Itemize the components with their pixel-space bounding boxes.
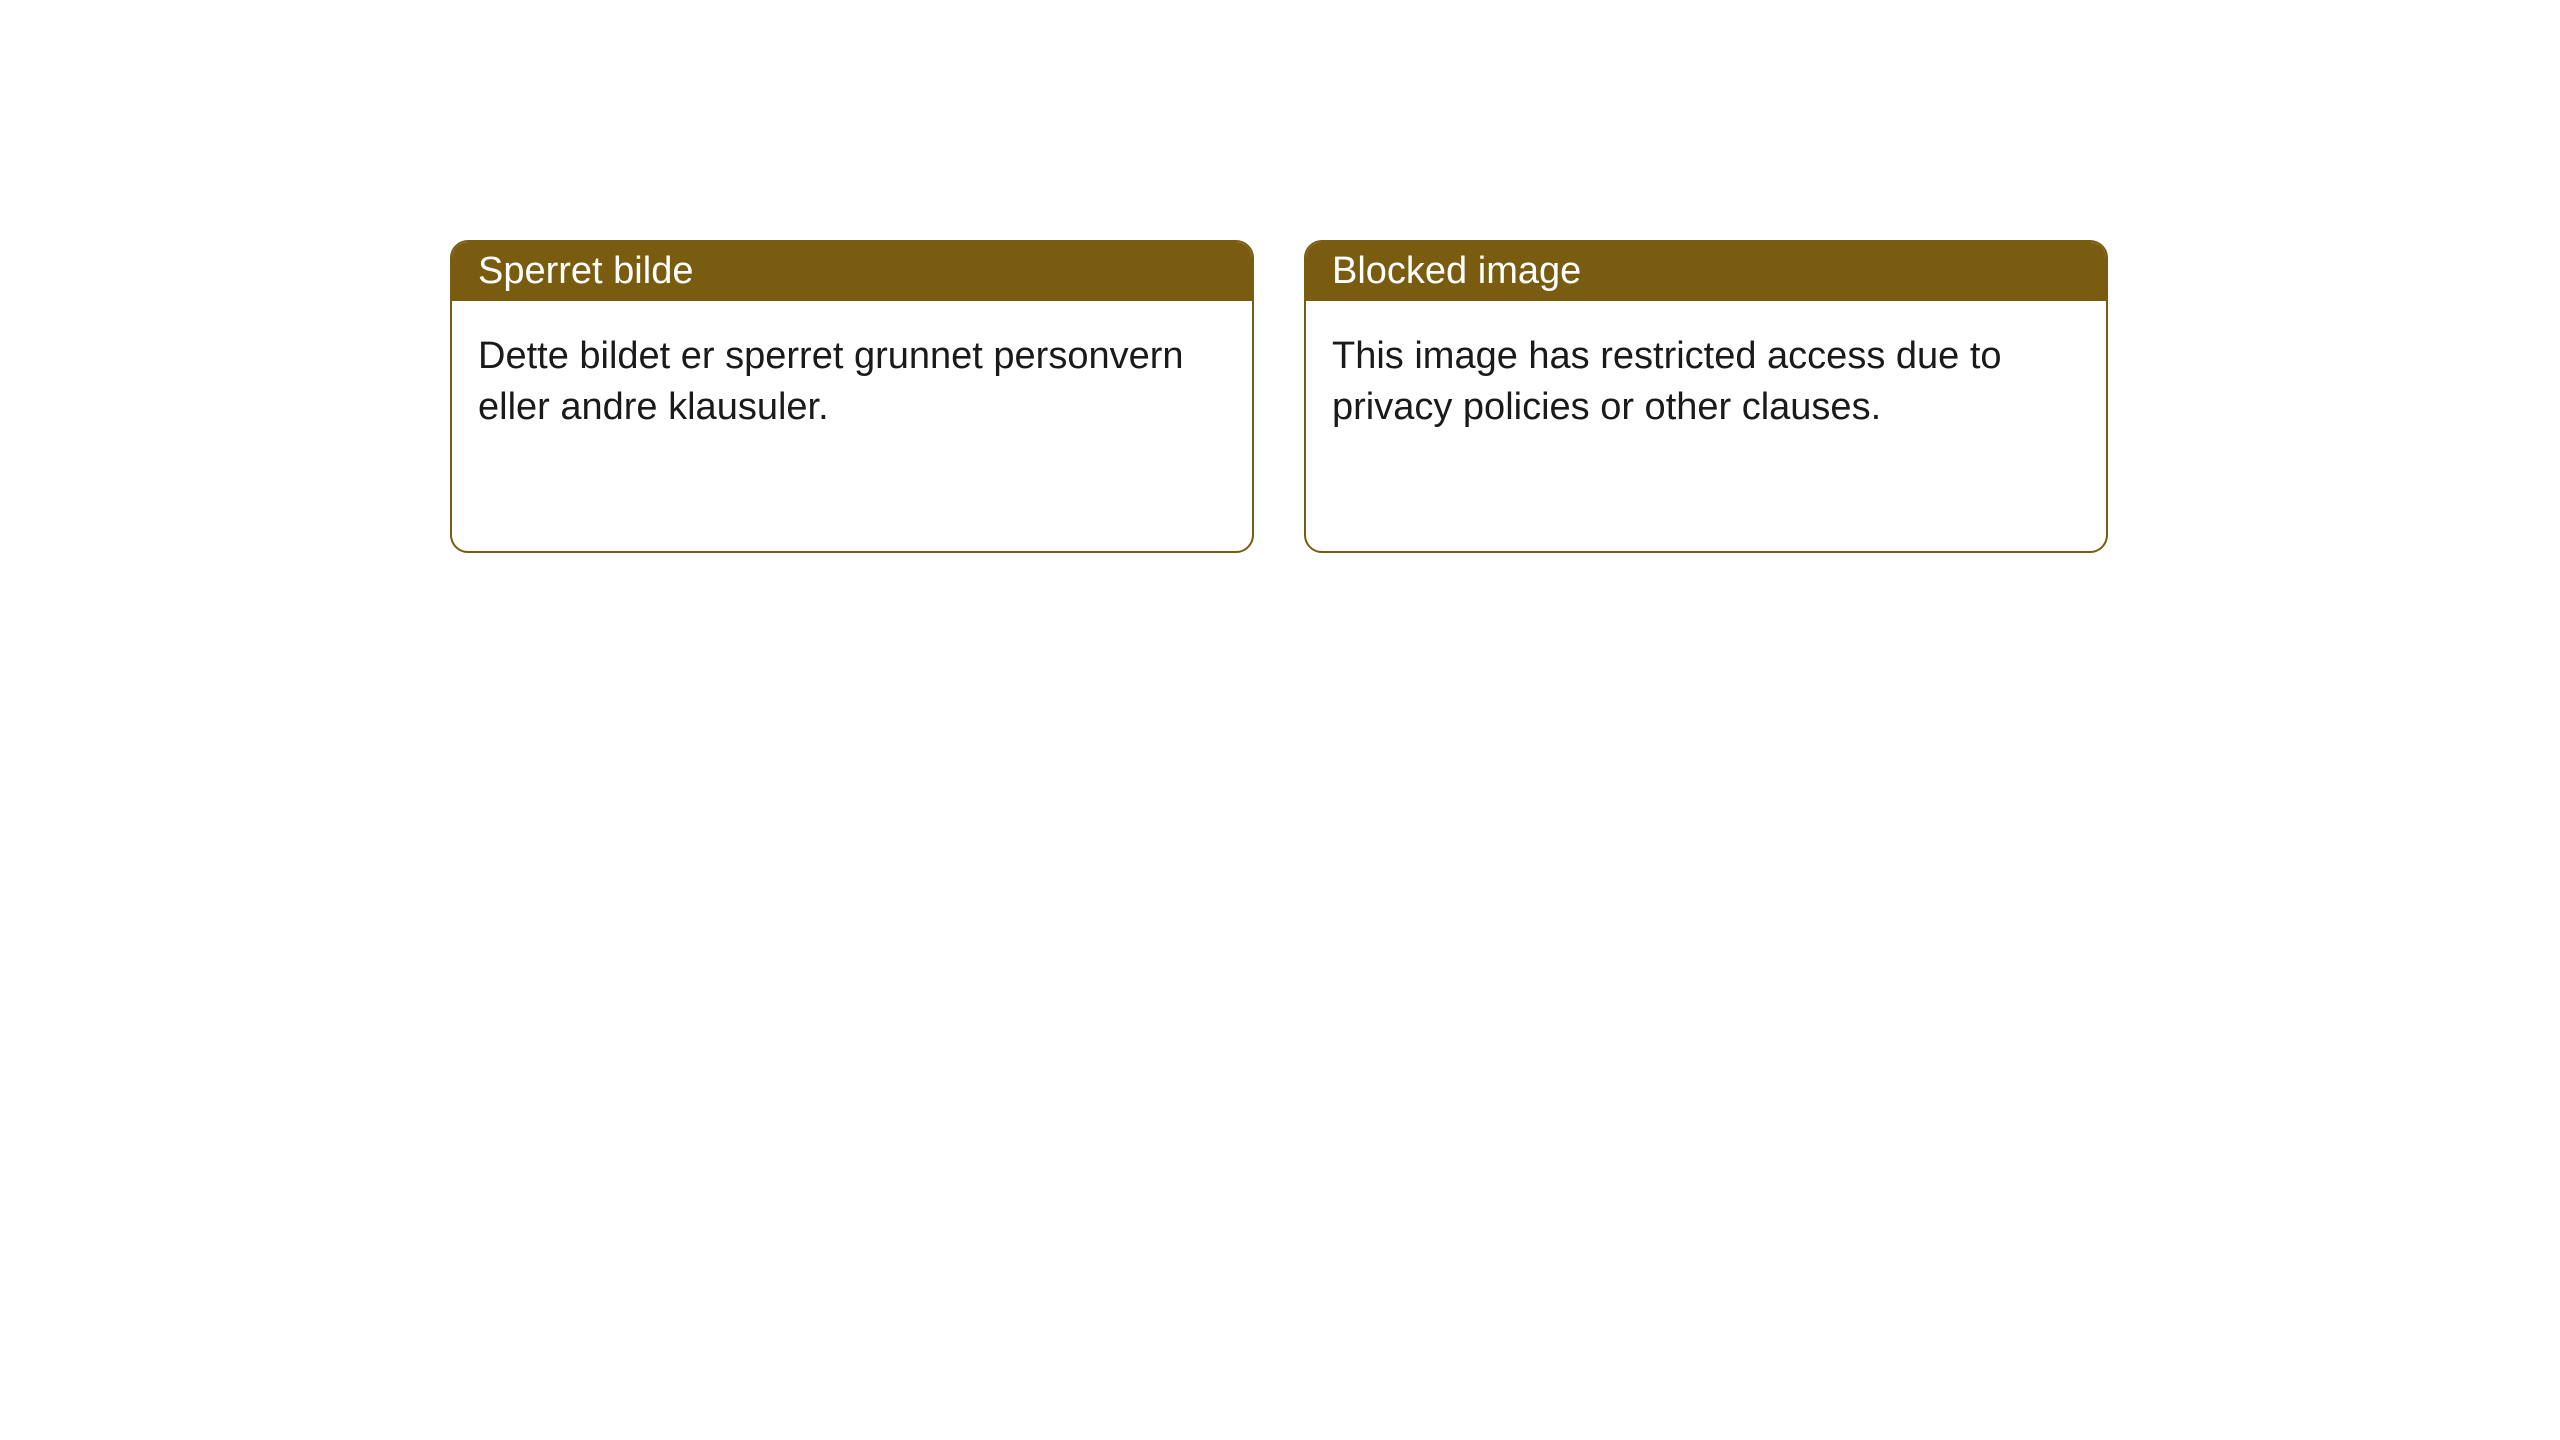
notice-container: Sperret bilde Dette bildet er sperret gr… [0, 0, 2560, 553]
notice-card-english: Blocked image This image has restricted … [1304, 240, 2108, 553]
card-body-text: Dette bildet er sperret grunnet personve… [478, 335, 1184, 428]
card-body-text: This image has restricted access due to … [1332, 335, 2002, 428]
card-body: Dette bildet er sperret grunnet personve… [452, 301, 1252, 551]
card-header: Blocked image [1306, 242, 2106, 301]
card-header: Sperret bilde [452, 242, 1252, 301]
card-header-text: Blocked image [1332, 250, 1581, 292]
notice-card-norwegian: Sperret bilde Dette bildet er sperret gr… [450, 240, 1254, 553]
card-header-text: Sperret bilde [478, 250, 693, 292]
card-body: This image has restricted access due to … [1306, 301, 2106, 551]
